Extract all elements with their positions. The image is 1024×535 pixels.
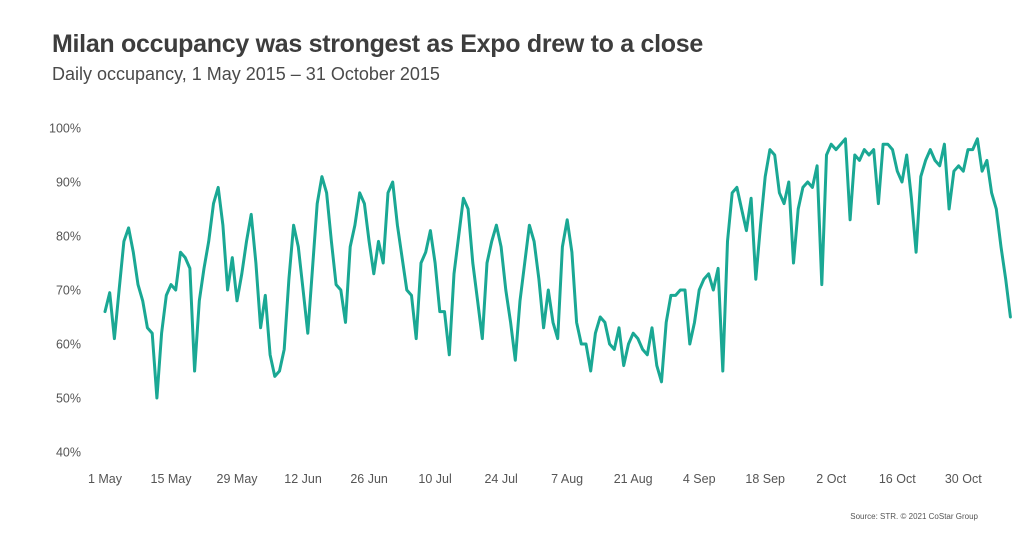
y-tick-label: 90% — [56, 176, 81, 190]
x-tick-label: 26 Jun — [350, 472, 388, 486]
y-tick-label: 70% — [56, 284, 81, 298]
x-tick-label: 21 Aug — [614, 472, 653, 486]
y-tick-label: 100% — [49, 122, 81, 136]
series-group — [103, 137, 1012, 400]
y-tick-label: 80% — [56, 230, 81, 244]
x-tick-label: 16 Oct — [879, 472, 916, 486]
x-tick-label: 7 Aug — [551, 472, 583, 486]
x-tick-label: 2 Oct — [816, 472, 846, 486]
y-tick-label: 60% — [56, 338, 81, 352]
x-tick-label: 29 May — [217, 472, 259, 486]
x-tick-label: 18 Sep — [745, 472, 785, 486]
x-tick-label: 24 Jul — [484, 472, 517, 486]
source-note: Source: STR. © 2021 CoStar Group — [850, 512, 978, 521]
y-axis-labels: 40% 50% 60% 70% 80% 90% 100% — [49, 122, 81, 460]
y-tick-label: 40% — [56, 446, 81, 460]
x-tick-label: 30 Oct — [945, 472, 982, 486]
chart-title: Milan occupancy was strongest as Expo dr… — [52, 30, 703, 58]
x-tick-label: 10 Jul — [418, 472, 451, 486]
x-tick-label: 12 Jun — [284, 472, 322, 486]
y-tick-label: 50% — [56, 392, 81, 406]
chart-subtitle: Daily occupancy, 1 May 2015 – 31 October… — [52, 64, 440, 84]
x-axis-labels: 1 May 15 May 29 May 12 Jun 26 Jun 10 Jul 24 Ju… — [88, 472, 982, 486]
x-tick-label: 4 Sep — [683, 472, 716, 486]
x-tick-label: 15 May — [151, 472, 193, 486]
x-tick-label: 1 May — [88, 472, 123, 486]
occupancy-series-line — [103, 137, 1012, 400]
